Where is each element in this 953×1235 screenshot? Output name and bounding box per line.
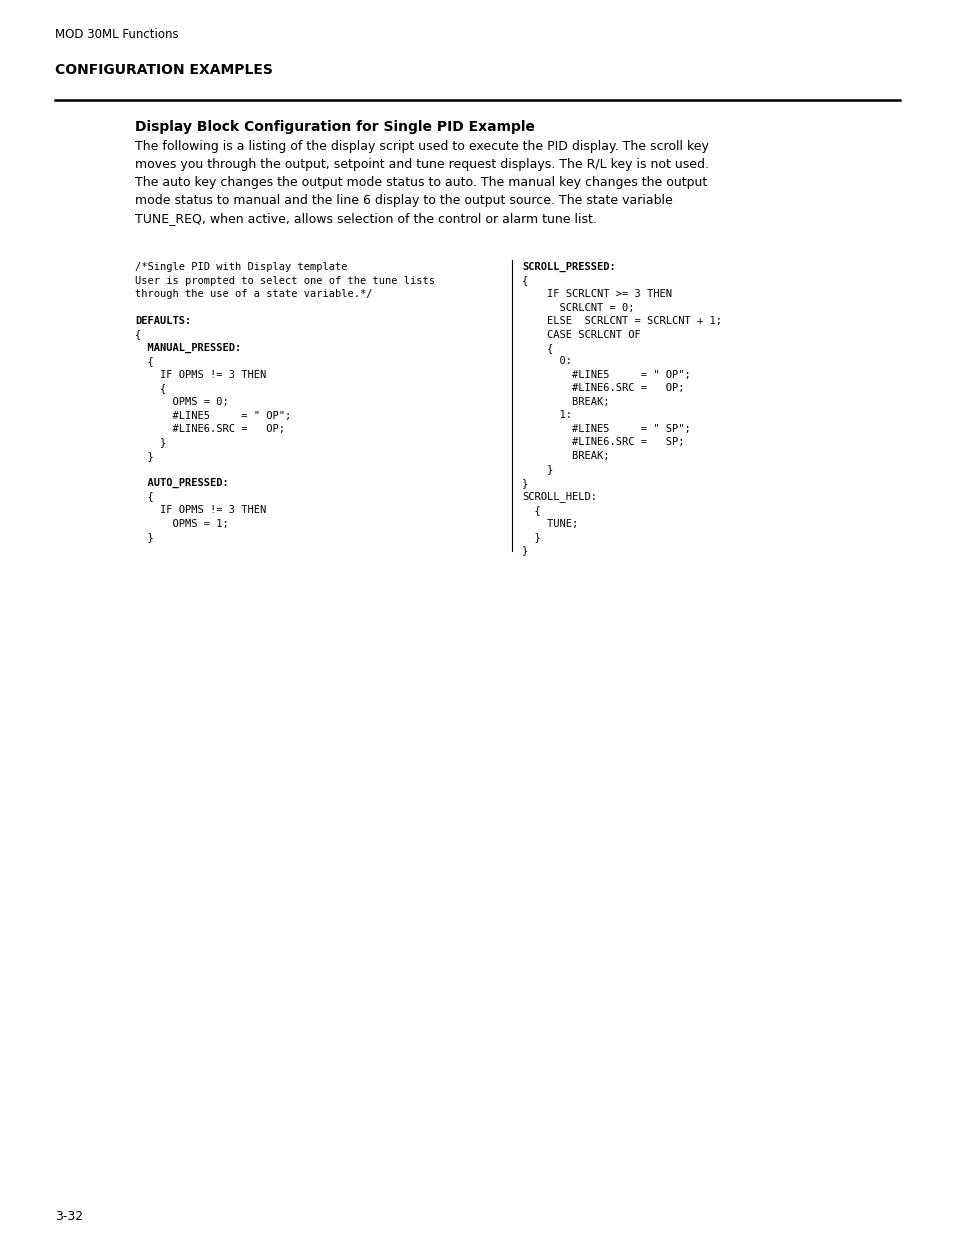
Text: #LINE5     = " OP";: #LINE5 = " OP";: [521, 370, 690, 380]
Text: }: }: [135, 437, 166, 447]
Text: }: }: [521, 478, 528, 488]
Text: AUTO_PRESSED:: AUTO_PRESSED:: [135, 478, 229, 488]
Text: BREAK;: BREAK;: [521, 396, 609, 408]
Text: IF OPMS != 3 THEN: IF OPMS != 3 THEN: [135, 370, 266, 380]
Text: /*Single PID with Display template: /*Single PID with Display template: [135, 262, 347, 272]
Text: #LINE6.SRC =   OP;: #LINE6.SRC = OP;: [521, 384, 684, 394]
Text: {: {: [135, 357, 153, 367]
Text: mode status to manual and the line 6 display to the output source. The state var: mode status to manual and the line 6 dis…: [135, 194, 672, 207]
Text: MANUAL_PRESSED:: MANUAL_PRESSED:: [135, 343, 241, 353]
Text: #LINE6.SRC =   OP;: #LINE6.SRC = OP;: [135, 424, 285, 433]
Text: The following is a listing of the display script used to execute the PID display: The following is a listing of the displa…: [135, 140, 708, 153]
Text: SCROLL_PRESSED:: SCROLL_PRESSED:: [521, 262, 615, 272]
Text: TUNE;: TUNE;: [521, 519, 578, 529]
Text: User is prompted to select one of the tune lists: User is prompted to select one of the tu…: [135, 275, 435, 285]
Text: CONFIGURATION EXAMPLES: CONFIGURATION EXAMPLES: [55, 63, 273, 77]
Text: SCRLCNT = 0;: SCRLCNT = 0;: [521, 303, 634, 312]
Text: CASE SCRLCNT OF: CASE SCRLCNT OF: [521, 330, 640, 340]
Text: SCROLL_HELD:: SCROLL_HELD:: [521, 492, 597, 503]
Text: #LINE5     = " OP";: #LINE5 = " OP";: [135, 410, 291, 420]
Text: 0:: 0:: [521, 357, 572, 367]
Text: }: }: [521, 464, 553, 474]
Text: }: }: [521, 532, 540, 542]
Text: BREAK;: BREAK;: [521, 451, 609, 461]
Text: moves you through the output, setpoint and tune request displays. The R/L key is: moves you through the output, setpoint a…: [135, 158, 708, 170]
Text: {: {: [135, 384, 166, 394]
Text: }: }: [521, 546, 528, 556]
Text: Display Block Configuration for Single PID Example: Display Block Configuration for Single P…: [135, 120, 535, 135]
Text: IF SCRLCNT >= 3 THEN: IF SCRLCNT >= 3 THEN: [521, 289, 671, 299]
Text: The auto key changes the output mode status to auto. The manual key changes the : The auto key changes the output mode sta…: [135, 177, 706, 189]
Text: 1:: 1:: [521, 410, 572, 420]
Text: through the use of a state variable.*/: through the use of a state variable.*/: [135, 289, 372, 299]
Text: DEFAULTS:: DEFAULTS:: [135, 316, 191, 326]
Text: TUNE_REQ, when active, allows selection of the control or alarm tune list.: TUNE_REQ, when active, allows selection …: [135, 212, 597, 225]
Text: IF OPMS != 3 THEN: IF OPMS != 3 THEN: [135, 505, 266, 515]
Text: {: {: [521, 275, 528, 285]
Text: {: {: [135, 330, 141, 340]
Text: OPMS = 1;: OPMS = 1;: [135, 519, 229, 529]
Text: #LINE6.SRC =   SP;: #LINE6.SRC = SP;: [521, 437, 684, 447]
Text: {: {: [135, 492, 153, 501]
Text: {: {: [521, 505, 540, 515]
Text: MOD 30ML Functions: MOD 30ML Functions: [55, 28, 178, 41]
Text: {: {: [521, 343, 553, 353]
Text: #LINE5     = " SP";: #LINE5 = " SP";: [521, 424, 690, 433]
Text: 3-32: 3-32: [55, 1210, 83, 1223]
Text: }: }: [135, 532, 153, 542]
Text: }: }: [135, 451, 153, 461]
Text: OPMS = 0;: OPMS = 0;: [135, 396, 229, 408]
Text: ELSE  SCRLCNT = SCRLCNT + 1;: ELSE SCRLCNT = SCRLCNT + 1;: [521, 316, 721, 326]
